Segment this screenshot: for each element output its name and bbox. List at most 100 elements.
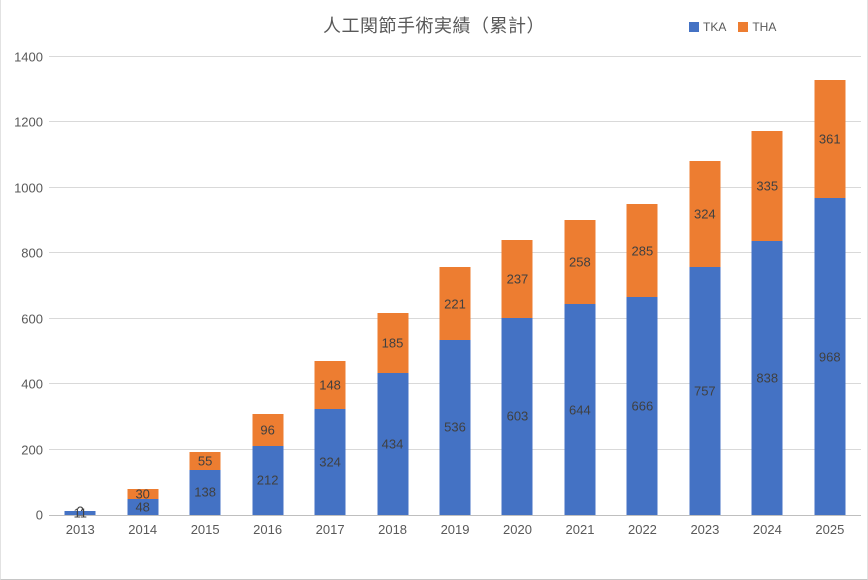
- bar-segment-tka-2021[interactable]: 644: [564, 304, 596, 515]
- x-axis-label-2018: 2018: [378, 522, 408, 537]
- bar-column-2018: 185 434: [361, 57, 423, 515]
- bar-segment-tha-2019[interactable]: 221: [439, 267, 471, 340]
- gridline-1200: [49, 121, 861, 123]
- bar-stack-2015: 55 138: [189, 451, 221, 515]
- legend-item-tha[interactable]: THA: [738, 20, 776, 34]
- bar-segment-tha-2022[interactable]: 285: [626, 203, 658, 298]
- bar-column-2023: 324 757: [674, 57, 736, 515]
- legend-swatch-tha-icon: [738, 22, 749, 32]
- data-label-tha-2024: 335: [756, 178, 779, 194]
- bar-column-2015: 55 138: [174, 57, 236, 515]
- bar-segment-tka-2019[interactable]: 536: [439, 339, 471, 515]
- bar-segment-tka-2020[interactable]: 603: [501, 317, 533, 515]
- gridline-800: [49, 252, 861, 254]
- bar-segment-tka-2023[interactable]: 757: [689, 267, 721, 515]
- y-axis-tick-label: 1200: [14, 114, 43, 130]
- bar-stack-2014: 30 48: [127, 487, 159, 515]
- bar-segment-tka-2016[interactable]: 212: [252, 445, 284, 515]
- y-axis: 0 200 400 600 800 1000 1200 1400: [1, 50, 43, 523]
- bar-segment-tha-2016[interactable]: 96: [252, 414, 284, 446]
- x-axis-label-2024: 2024: [752, 522, 782, 537]
- bar-segment-tka-2017[interactable]: 324: [314, 409, 346, 515]
- bar-stack-2017: 148 324: [314, 360, 346, 515]
- bar-segment-tka-2022[interactable]: 666: [626, 297, 658, 515]
- data-label-tka-2013: 11: [73, 505, 87, 521]
- bar-segment-tka-2014[interactable]: 48: [127, 499, 159, 515]
- gridline-1400: [49, 56, 861, 57]
- bar-segment-tka-2018[interactable]: 434: [377, 373, 409, 515]
- bar-segment-tha-2025[interactable]: 361: [814, 80, 846, 199]
- data-label-tka-2016: 212: [256, 472, 279, 488]
- y-axis-tick-label: 1400: [14, 49, 43, 65]
- bar-column-2019: 221 536: [424, 57, 486, 515]
- data-label-tha-2022: 285: [631, 243, 654, 258]
- chart-title: 人工関節手術実績（累計）: [323, 16, 545, 36]
- bar-column-2020: 237 603: [486, 57, 548, 515]
- data-label-tha-2017: 148: [319, 377, 341, 393]
- data-label-tka-2024: 838: [756, 370, 779, 386]
- x-axis-label-2025: 2025: [815, 522, 845, 537]
- data-label-tka-2023: 757: [693, 383, 716, 399]
- bar-column-2024: 335 838: [736, 57, 798, 515]
- bar-segment-tka-2024[interactable]: 838: [751, 240, 783, 515]
- data-label-tka-2018: 434: [381, 436, 404, 452]
- bar-stack-2025: 361 968: [814, 80, 846, 515]
- legend-label-tka: TKA: [703, 20, 727, 34]
- bar-stack-2019: 221 536: [439, 267, 471, 515]
- data-label-tka-2015: 138: [194, 484, 216, 500]
- data-label-tha-2025: 361: [818, 131, 841, 147]
- x-axis-label-2017: 2017: [315, 522, 345, 537]
- bar-segment-tha-2015[interactable]: 55: [189, 451, 221, 470]
- y-axis-tick-label: 600: [21, 311, 43, 327]
- bar-column-2014: 30 48: [111, 57, 173, 515]
- gridline-0: [49, 515, 861, 516]
- y-axis-tick-label: 400: [21, 376, 43, 392]
- x-axis-label-2014: 2014: [128, 522, 158, 537]
- bar-segment-tha-2017[interactable]: 148: [314, 360, 346, 409]
- legend-label-tha: THA: [752, 20, 777, 34]
- bar-segment-tha-2021[interactable]: 258: [564, 219, 596, 305]
- bar-segment-tka-2013[interactable]: 11: [64, 506, 96, 521]
- bar-column-2016: 96 212: [236, 57, 298, 515]
- x-axis-label-2013: 2013: [65, 522, 95, 537]
- data-label-tha-2015: 55: [197, 453, 213, 469]
- bar-segment-tha-2023[interactable]: 324: [689, 161, 721, 268]
- bar-stack-2022: 285 666: [626, 203, 658, 515]
- bar-column-2022: 285 666: [611, 57, 673, 515]
- legend-item-tka[interactable]: TKA: [689, 20, 726, 34]
- data-label-tha-2018: 185: [381, 335, 404, 351]
- y-axis-tick-label: 800: [21, 245, 43, 261]
- data-label-tka-2021: 644: [569, 402, 591, 418]
- data-label-tka-2017: 324: [319, 454, 341, 470]
- data-label-tha-2021: 258: [569, 254, 591, 270]
- x-axis-label-2019: 2019: [440, 522, 470, 537]
- data-label-tka-2014: 48: [135, 499, 150, 515]
- y-axis-tick-label: 1000: [14, 180, 43, 196]
- bar-stack-2018: 185 434: [377, 312, 409, 516]
- bar-segment-tka-2015[interactable]: 138: [189, 469, 221, 515]
- data-label-tka-2025: 968: [818, 349, 841, 365]
- bar-segment-tka-2025[interactable]: 968: [814, 198, 846, 515]
- bar-segment-tha-2020[interactable]: 237: [501, 240, 533, 318]
- data-label-tka-2019: 536: [444, 419, 466, 435]
- x-axis-label-2022: 2022: [627, 522, 657, 537]
- bar-column-2021: 258 644: [549, 57, 611, 515]
- data-label-tka-2020: 603: [506, 408, 529, 424]
- x-axis-label-2015: 2015: [190, 522, 220, 537]
- bar-column-2025: 361 968: [799, 57, 861, 515]
- x-axis: 2013 2014 2015 2016 2017 2018 2019 2020 2021 2022…: [49, 522, 861, 537]
- bar-stack-2013: 211: [64, 504, 96, 521]
- bar-column-2013: 211: [49, 57, 111, 521]
- data-label-tha-2016: 96: [260, 422, 275, 438]
- bar-segment-tha-2014[interactable]: 30: [127, 487, 159, 502]
- bar-stack-2024: 335 838: [751, 131, 783, 515]
- bar-stack-2023: 324 757: [689, 161, 721, 515]
- bar-segment-tha-2024[interactable]: 335: [751, 131, 783, 241]
- data-label-tha-2019: 221: [444, 296, 466, 311]
- bar-segment-tha-2018[interactable]: 185: [377, 312, 409, 374]
- legend-swatch-tka-icon: [689, 22, 699, 32]
- y-axis-tick-label: 200: [21, 442, 43, 458]
- data-label-tha-2020: 237: [506, 271, 529, 287]
